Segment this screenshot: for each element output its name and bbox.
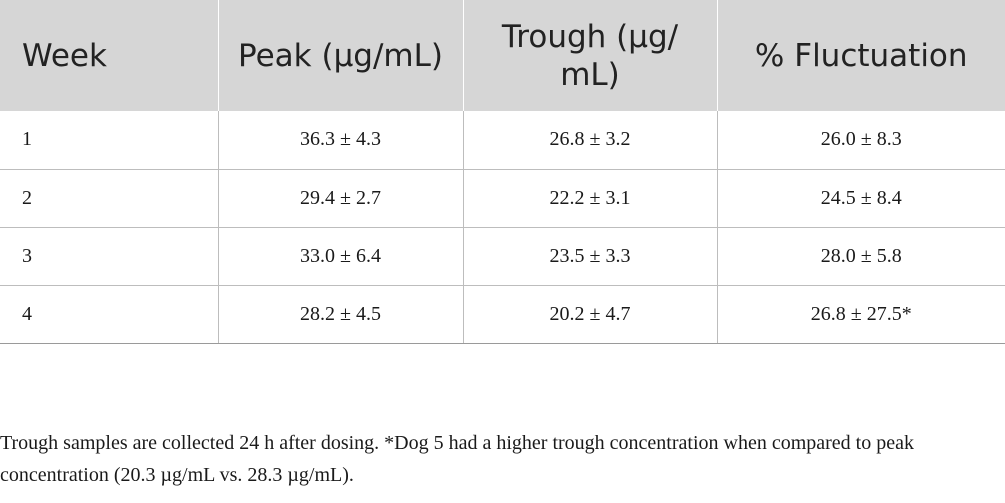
cell-trough: 22.2 ± 3.1	[462, 169, 717, 228]
table-row: 4 28.2 ± 4.5 20.2 ± 4.7 26.8 ± 27.5*	[0, 285, 1005, 344]
cell-peak: 33.0 ± 6.4	[217, 227, 463, 286]
cell-week: 2	[0, 169, 218, 228]
table-body: 1 36.3 ± 4.3 26.8 ± 3.2 26.0 ± 8.3 2 29.…	[0, 111, 1005, 344]
table-row: 1 36.3 ± 4.3 26.8 ± 3.2 26.0 ± 8.3	[0, 111, 1005, 170]
cell-fluctuation: 28.0 ± 5.8	[716, 227, 1005, 286]
table-row: 3 33.0 ± 6.4 23.5 ± 3.3 28.0 ± 5.8	[0, 227, 1005, 286]
cell-week: 4	[0, 285, 218, 344]
header-fluctuation: % Fluctuation	[716, 0, 1005, 111]
table-row: 2 29.4 ± 2.7 22.2 ± 3.1 24.5 ± 8.4	[0, 169, 1005, 228]
header-row: Week Peak (µg/​mL) Trough (µg/​mL) % Flu…	[0, 0, 1005, 111]
pharmacokinetic-table: Week Peak (µg/​mL) Trough (µg/​mL) % Flu…	[0, 0, 1005, 344]
table-footnote: Trough samples are collected 24 h after …	[0, 432, 914, 486]
cell-fluctuation: 26.0 ± 8.3	[716, 111, 1005, 170]
cell-fluctuation: 24.5 ± 8.4	[716, 169, 1005, 228]
header-trough: Trough (µg/​mL)	[462, 0, 717, 111]
cell-week: 1	[0, 111, 218, 170]
table-header: Week Peak (µg/​mL) Trough (µg/​mL) % Flu…	[0, 0, 1005, 111]
cell-trough: 20.2 ± 4.7	[462, 285, 717, 344]
cell-trough: 26.8 ± 3.2	[462, 111, 717, 170]
cell-peak: 29.4 ± 2.7	[217, 169, 463, 228]
cell-peak: 36.3 ± 4.3	[217, 111, 463, 170]
cell-week: 3	[0, 227, 218, 286]
header-peak: Peak (µg/​mL)	[217, 0, 463, 111]
cell-fluctuation: 26.8 ± 27.5*	[716, 285, 1005, 344]
cell-trough: 23.5 ± 3.3	[462, 227, 717, 286]
cell-peak: 28.2 ± 4.5	[217, 285, 463, 344]
data-table-container: Week Peak (µg/​mL) Trough (µg/​mL) % Flu…	[0, 0, 1005, 344]
header-week: Week	[22, 37, 107, 74]
